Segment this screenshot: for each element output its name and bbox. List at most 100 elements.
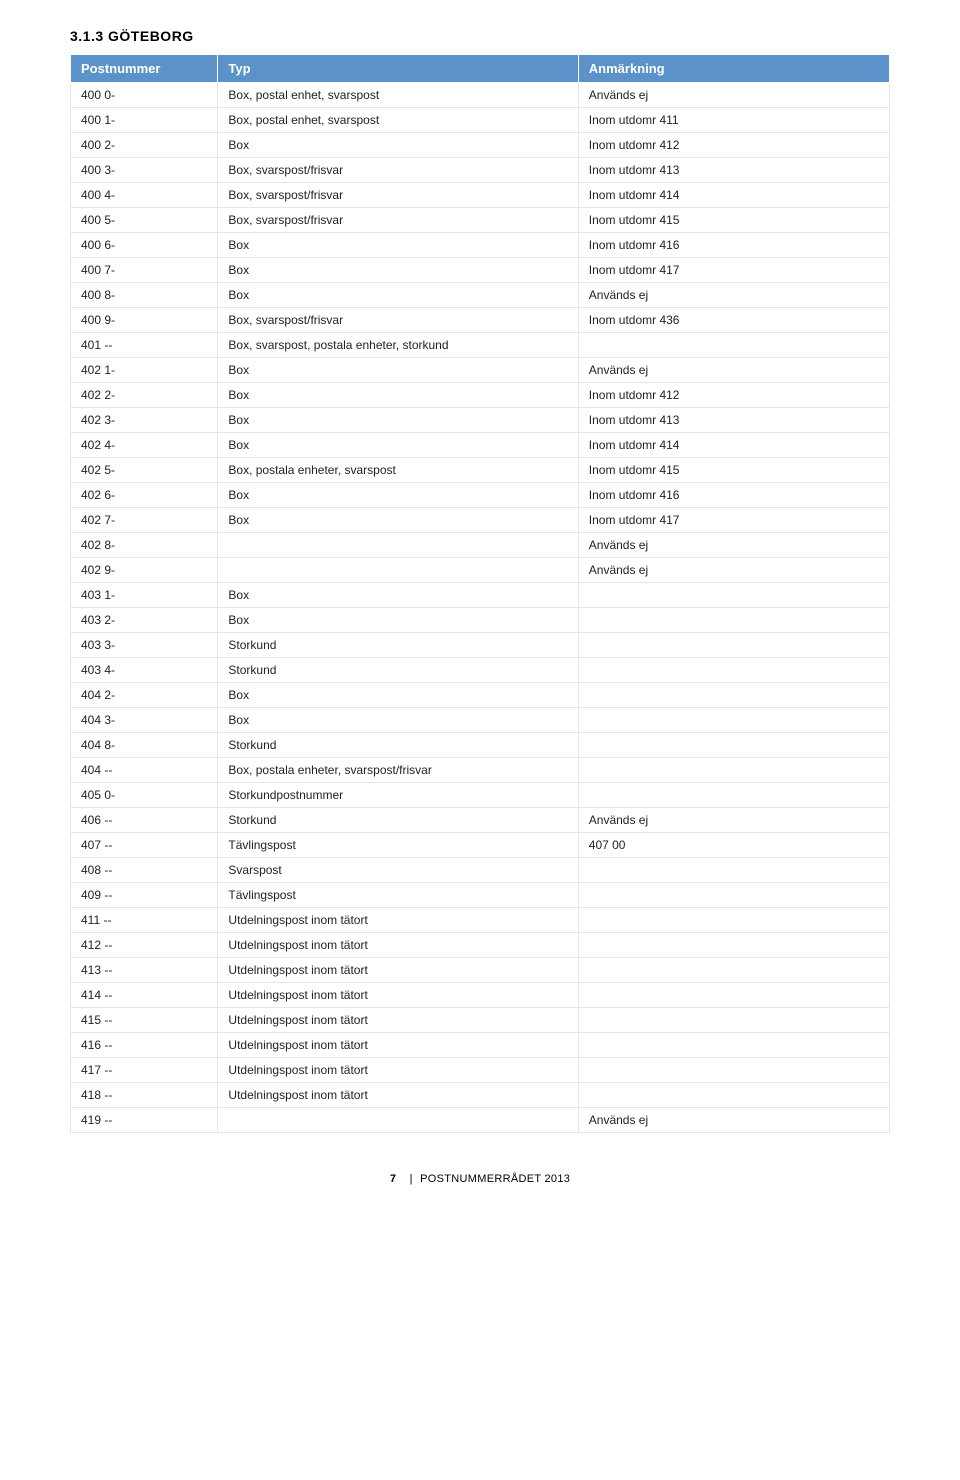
cell-anm: Inom utdomr 417 [578, 258, 889, 283]
col-header-anmarkning: Anmärkning [578, 55, 889, 83]
cell-postnummer: 400 7- [71, 258, 218, 283]
cell-postnummer: 404 -- [71, 758, 218, 783]
table-row: 403 1-Box [71, 583, 890, 608]
cell-postnummer: 405 0- [71, 783, 218, 808]
cell-anm: Inom utdomr 415 [578, 208, 889, 233]
cell-postnummer: 402 7- [71, 508, 218, 533]
cell-postnummer: 400 0- [71, 83, 218, 108]
cell-postnummer: 419 -- [71, 1108, 218, 1133]
postnummer-table: Postnummer Typ Anmärkning 400 0-Box, pos… [70, 54, 890, 1133]
page-footer: 7 | POSTNUMMERRÅDET 2013 [70, 1173, 890, 1185]
cell-anm [578, 1008, 889, 1033]
cell-typ: Box [218, 683, 578, 708]
cell-postnummer: 400 5- [71, 208, 218, 233]
table-row: 402 8-Används ej [71, 533, 890, 558]
cell-typ: Box [218, 508, 578, 533]
cell-postnummer: 403 1- [71, 583, 218, 608]
cell-postnummer: 408 -- [71, 858, 218, 883]
table-row: 405 0-Storkundpostnummer [71, 783, 890, 808]
cell-postnummer: 403 2- [71, 608, 218, 633]
table-row: 402 6-BoxInom utdomr 416 [71, 483, 890, 508]
cell-postnummer: 400 4- [71, 183, 218, 208]
cell-anm [578, 908, 889, 933]
cell-typ: Tävlingspost [218, 833, 578, 858]
cell-anm [578, 733, 889, 758]
cell-typ: Box [218, 483, 578, 508]
table-row: 400 7-BoxInom utdomr 417 [71, 258, 890, 283]
cell-postnummer: 404 8- [71, 733, 218, 758]
cell-anm [578, 708, 889, 733]
cell-anm [578, 883, 889, 908]
cell-anm [578, 1033, 889, 1058]
cell-anm: Används ej [578, 358, 889, 383]
cell-typ: Box [218, 608, 578, 633]
cell-anm [578, 333, 889, 358]
table-row: 400 6-BoxInom utdomr 416 [71, 233, 890, 258]
cell-typ: Box [218, 233, 578, 258]
cell-typ: Box [218, 258, 578, 283]
cell-postnummer: 402 6- [71, 483, 218, 508]
cell-typ: Storkund [218, 633, 578, 658]
cell-anm [578, 933, 889, 958]
cell-postnummer: 404 3- [71, 708, 218, 733]
doc-title: POSTNUMMERRÅDET 2013 [420, 1173, 570, 1185]
cell-typ [218, 1108, 578, 1133]
table-row: 400 8-BoxAnvänds ej [71, 283, 890, 308]
cell-anm [578, 608, 889, 633]
cell-typ: Utdelningspost inom tätort [218, 1033, 578, 1058]
cell-anm: Används ej [578, 83, 889, 108]
table-row: 403 2-Box [71, 608, 890, 633]
table-row: 403 3-Storkund [71, 633, 890, 658]
table-row: 400 4-Box, svarspost/frisvarInom utdomr … [71, 183, 890, 208]
table-row: 404 3-Box [71, 708, 890, 733]
table-row: 403 4-Storkund [71, 658, 890, 683]
cell-postnummer: 403 4- [71, 658, 218, 683]
table-body: 400 0-Box, postal enhet, svarspostAnvänd… [71, 83, 890, 1133]
cell-postnummer: 402 5- [71, 458, 218, 483]
table-row: 400 9-Box, svarspost/frisvarInom utdomr … [71, 308, 890, 333]
cell-anm: Inom utdomr 416 [578, 233, 889, 258]
cell-postnummer: 414 -- [71, 983, 218, 1008]
cell-typ: Box, svarspost/frisvar [218, 308, 578, 333]
cell-anm: Inom utdomr 415 [578, 458, 889, 483]
cell-typ: Utdelningspost inom tätort [218, 1083, 578, 1108]
cell-anm: Används ej [578, 558, 889, 583]
cell-postnummer: 400 9- [71, 308, 218, 333]
cell-anm: Används ej [578, 283, 889, 308]
cell-postnummer: 404 2- [71, 683, 218, 708]
cell-typ: Tävlingspost [218, 883, 578, 908]
cell-anm: Inom utdomr 413 [578, 158, 889, 183]
table-row: 419 --Används ej [71, 1108, 890, 1133]
table-row: 404 --Box, postala enheter, svarspost/fr… [71, 758, 890, 783]
cell-postnummer: 416 -- [71, 1033, 218, 1058]
table-row: 407 --Tävlingspost407 00 [71, 833, 890, 858]
cell-typ: Box [218, 408, 578, 433]
cell-typ: Utdelningspost inom tätort [218, 1058, 578, 1083]
footer-separator: | [410, 1173, 413, 1185]
cell-typ: Box, postala enheter, svarspost [218, 458, 578, 483]
cell-typ: Box [218, 583, 578, 608]
cell-postnummer: 413 -- [71, 958, 218, 983]
table-row: 418 --Utdelningspost inom tätort [71, 1083, 890, 1108]
cell-postnummer: 409 -- [71, 883, 218, 908]
cell-typ: Storkund [218, 808, 578, 833]
cell-postnummer: 400 6- [71, 233, 218, 258]
cell-postnummer: 412 -- [71, 933, 218, 958]
cell-typ: Box, svarspost, postala enheter, storkun… [218, 333, 578, 358]
cell-anm [578, 983, 889, 1008]
cell-anm: Inom utdomr 414 [578, 433, 889, 458]
cell-typ: Storkundpostnummer [218, 783, 578, 808]
table-row: 402 1-BoxAnvänds ej [71, 358, 890, 383]
cell-typ: Box [218, 433, 578, 458]
cell-typ: Box [218, 283, 578, 308]
table-row: 416 --Utdelningspost inom tätort [71, 1033, 890, 1058]
cell-postnummer: 400 1- [71, 108, 218, 133]
table-row: 408 --Svarspost [71, 858, 890, 883]
table-row: 401 --Box, svarspost, postala enheter, s… [71, 333, 890, 358]
cell-postnummer: 400 2- [71, 133, 218, 158]
cell-anm: Inom utdomr 411 [578, 108, 889, 133]
cell-anm: Inom utdomr 414 [578, 183, 889, 208]
cell-typ: Box [218, 133, 578, 158]
cell-anm [578, 1058, 889, 1083]
cell-postnummer: 402 3- [71, 408, 218, 433]
